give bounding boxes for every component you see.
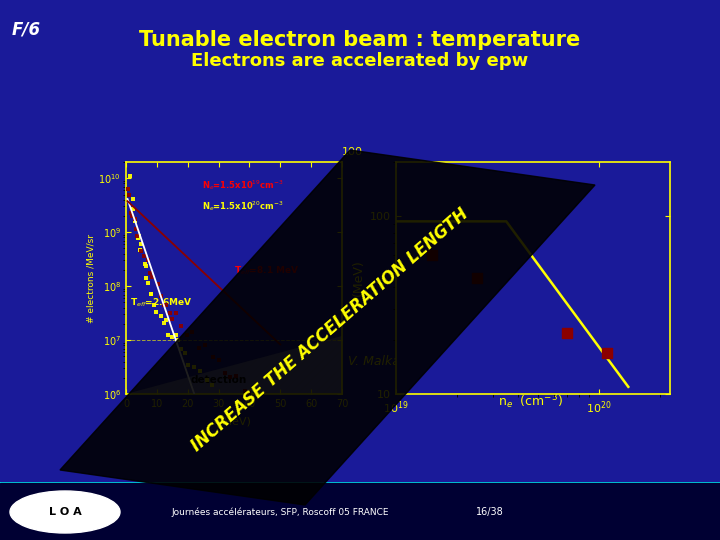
Point — [170, 330, 181, 339]
Point — [145, 268, 156, 277]
Point — [143, 255, 154, 264]
Point — [122, 185, 134, 193]
Point — [123, 191, 135, 199]
Point — [133, 232, 145, 240]
Point — [194, 367, 206, 375]
Point — [170, 309, 181, 318]
Point — [181, 330, 193, 339]
Point — [601, 349, 613, 357]
Point — [426, 251, 438, 260]
Point — [258, 399, 269, 408]
Text: Tunable electron beam : temperature: Tunable electron beam : temperature — [140, 30, 580, 50]
Bar — [0, 483, 720, 540]
Point — [166, 315, 178, 323]
Text: detection: detection — [191, 375, 247, 384]
Point — [186, 328, 198, 337]
Point — [262, 400, 274, 409]
Polygon shape — [126, 336, 342, 394]
Point — [274, 406, 286, 414]
Point — [129, 214, 140, 223]
Point — [194, 344, 205, 353]
Point — [176, 345, 187, 353]
Point — [125, 208, 137, 217]
Polygon shape — [126, 336, 342, 394]
Point — [127, 195, 138, 204]
Text: $E_{max} = 4\gamma_p^2 m_e c^2 \dfrac{dn}{n}$: $E_{max} = 4\gamma_p^2 m_e c^2 \dfrac{dn… — [442, 250, 618, 286]
Point — [155, 292, 166, 301]
Text: N$_e$=1.5x10$^{20}$cm$^{-3}$: N$_e$=1.5x10$^{20}$cm$^{-3}$ — [202, 199, 283, 213]
Point — [156, 312, 167, 320]
Y-axis label: # electrons /MeV/sr: # electrons /MeV/sr — [86, 234, 96, 322]
Text: 16/38: 16/38 — [476, 507, 504, 517]
Point — [122, 185, 133, 193]
Point — [239, 387, 251, 395]
Point — [268, 400, 279, 409]
Point — [179, 348, 191, 357]
Point — [142, 279, 153, 288]
Point — [158, 300, 170, 309]
Text: n$_e$  (cm$^{-3}$): n$_e$ (cm$^{-3}$) — [498, 392, 562, 411]
Point — [148, 300, 160, 309]
Text: Electrons are accelerated by epw: Electrons are accelerated by epw — [192, 52, 528, 70]
Text: T$_{eff}$=8.1 MeV: T$_{eff}$=8.1 MeV — [234, 265, 300, 277]
Point — [131, 232, 143, 241]
Point — [135, 246, 146, 254]
Point — [145, 289, 157, 298]
Polygon shape — [60, 150, 595, 505]
Ellipse shape — [10, 491, 120, 533]
Text: N$_e$=1.5x10$^{19}$cm$^{-3}$: N$_e$=1.5x10$^{19}$cm$^{-3}$ — [202, 178, 283, 192]
Point — [124, 172, 135, 180]
Text: V. Malka et al., PoP (2001): V. Malka et al., PoP (2001) — [348, 355, 512, 368]
Point — [140, 274, 152, 283]
Point — [219, 369, 230, 377]
Point — [250, 389, 261, 398]
Text: L O A: L O A — [49, 507, 81, 517]
Text: (MeV): (MeV) — [217, 416, 251, 427]
Point — [161, 316, 172, 325]
Point — [213, 356, 225, 364]
Point — [152, 280, 163, 288]
Point — [163, 330, 174, 339]
Point — [243, 389, 255, 398]
Point — [562, 329, 573, 338]
Point — [130, 225, 142, 233]
Point — [145, 289, 157, 298]
Point — [150, 307, 162, 316]
Point — [166, 333, 178, 342]
Point — [230, 372, 241, 380]
Point — [207, 381, 218, 389]
Point — [199, 341, 211, 349]
Point — [138, 252, 150, 260]
Point — [182, 360, 194, 369]
Text: T$_{eff}$=2.6MeV: T$_{eff}$=2.6MeV — [130, 297, 192, 309]
Point — [132, 233, 143, 242]
Point — [163, 309, 175, 318]
Point — [135, 246, 147, 255]
Point — [201, 376, 212, 384]
Point — [139, 260, 150, 268]
Text: 100: 100 — [342, 147, 363, 157]
Y-axis label: (MeV): (MeV) — [351, 260, 364, 296]
Point — [126, 212, 138, 221]
Point — [207, 353, 218, 361]
Point — [127, 205, 138, 213]
Text: Journées accélérateurs, SFP, Roscoff 05 FRANCE: Journées accélérateurs, SFP, Roscoff 05 … — [171, 507, 389, 517]
Point — [135, 239, 146, 248]
Point — [189, 363, 200, 372]
Point — [147, 272, 158, 281]
Point — [158, 319, 169, 328]
Point — [140, 261, 151, 270]
Text: F/6: F/6 — [12, 20, 41, 38]
Point — [173, 335, 184, 344]
Text: INCREASE THE ACCELERATION LENGTH: INCREASE THE ACCELERATION LENGTH — [188, 205, 472, 455]
Point — [130, 216, 141, 225]
Point — [225, 373, 236, 381]
Point — [160, 300, 171, 309]
Point — [175, 321, 186, 330]
Point — [129, 214, 140, 223]
Point — [471, 273, 482, 282]
